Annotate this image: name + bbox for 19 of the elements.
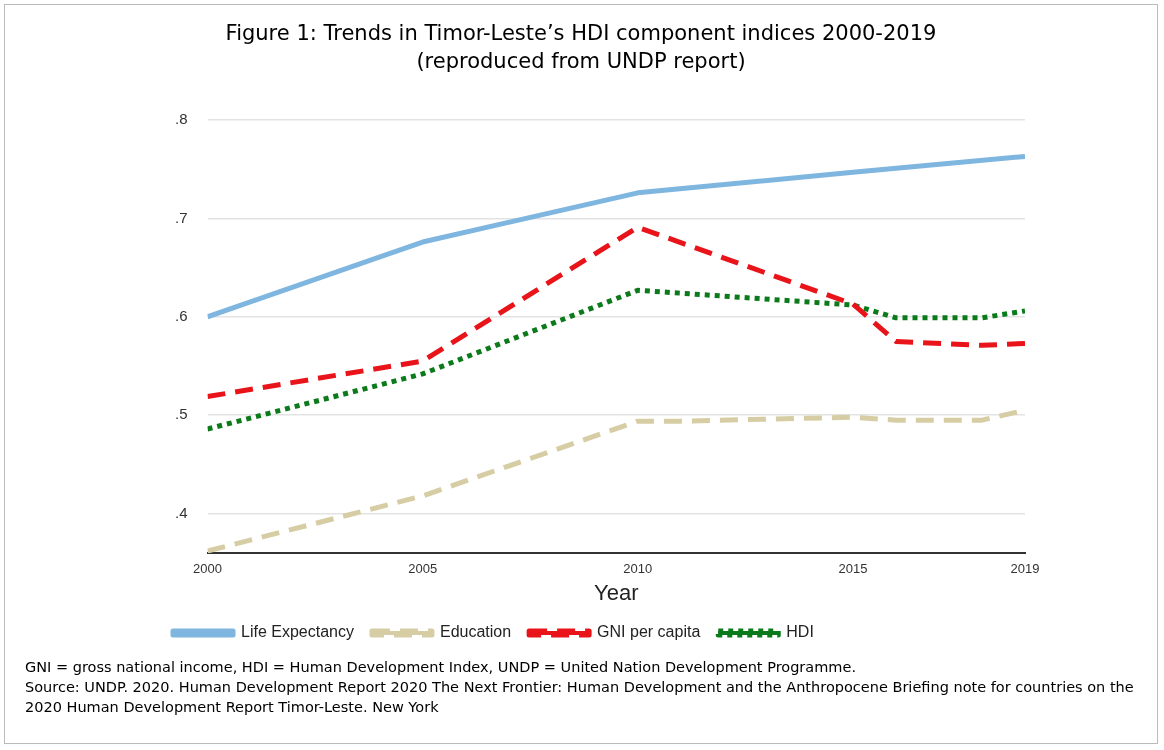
legend-label: HDI [786,623,814,641]
legend-label: Life Expectancy [241,623,354,641]
x-tick-label: 2005 [408,561,438,577]
x-tick-label: 2019 [1010,561,1040,577]
legend-label: Education [439,623,512,641]
chart-title: Figure 1: Trends in Timor-Leste’s HDI component indices 2000-2019 [224,20,938,47]
y-tick-label: .4 [174,503,188,521]
x-tick-label: 2000 [193,561,222,577]
legend-label: GNI per capita [597,623,701,641]
y-tick-label: .6 [174,306,188,324]
y-tick-label: .7 [174,208,188,226]
source-note: Source: UNDP. 2020. Human Development Report 2020 The Next Frontier: Human Development and the Anthropocene Briefing note for countries on the 2020 Human Development Report Timor-Leste. New York [25,678,1135,717]
x-tick-label: 2015 [838,561,868,577]
y-tick-label: .8 [174,110,188,128]
y-tick-label: .5 [174,405,188,423]
text: GNI = gross national income, HDI = Human Development Index, UNDP = United Nation Development Programme. [25,658,857,677]
x-tick-label: 2010 [623,561,653,577]
chart-subtitle: (reproduced from UNDP report) [415,48,747,75]
x-axis-title: Year [594,579,639,605]
